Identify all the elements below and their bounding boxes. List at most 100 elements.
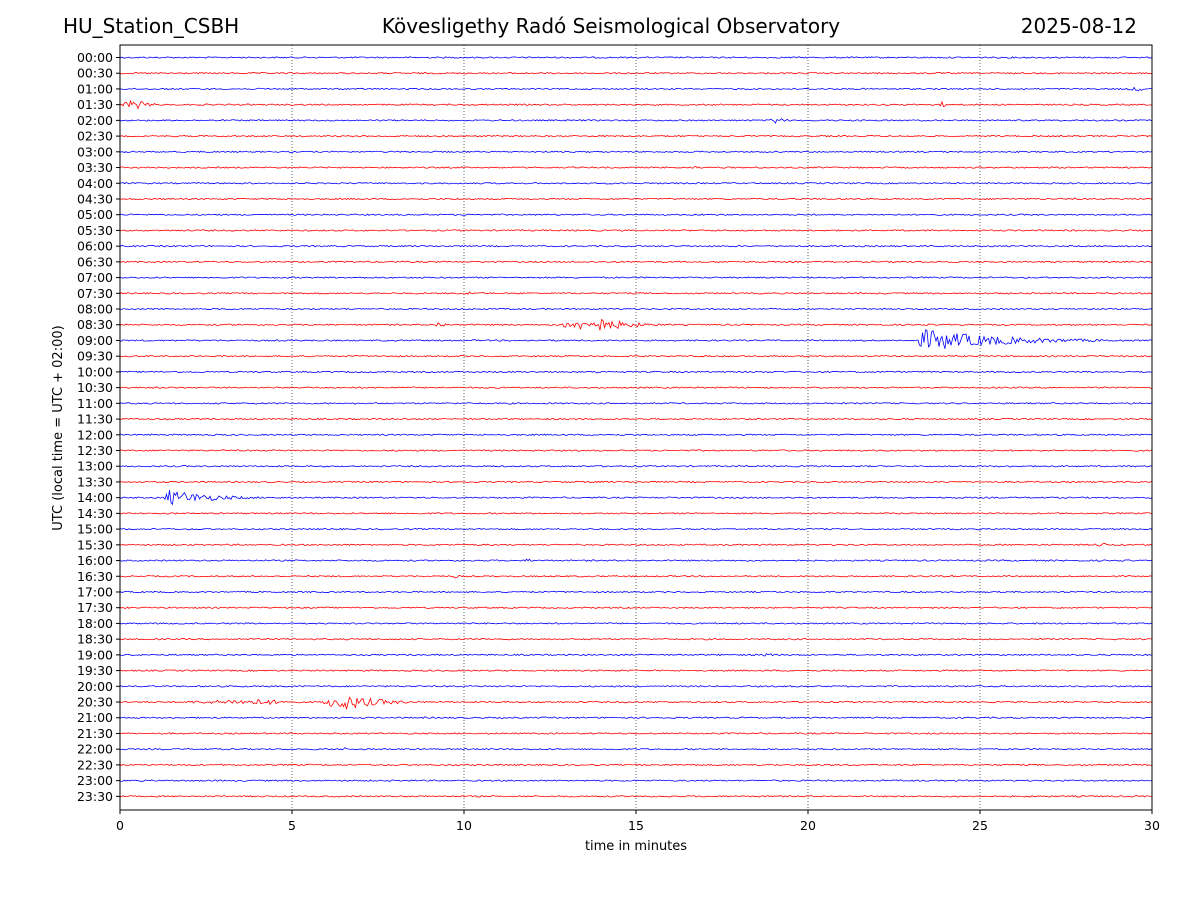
y-tick-label: 07:30	[77, 286, 113, 301]
trace-1300	[119, 464, 1153, 468]
trace-0330	[119, 165, 1153, 169]
trace-0130	[119, 99, 1153, 110]
trace-0230	[119, 134, 1153, 138]
trace-2230	[119, 763, 1153, 767]
chart-title: Kövesligethy Radó Seismological Observat…	[381, 14, 841, 38]
x-tick-label: 30	[1144, 818, 1160, 833]
trace-0000	[119, 56, 1153, 59]
trace-1930	[119, 669, 1153, 672]
y-axis-ticks: 00:0000:3001:0001:3002:0002:3003:0003:30…	[77, 50, 120, 804]
y-tick-label: 00:00	[77, 50, 113, 65]
y-tick-label: 04:30	[77, 191, 113, 206]
y-tick-label: 03:00	[77, 144, 113, 159]
trace-2130	[119, 732, 1153, 735]
x-tick-label: 15	[628, 818, 644, 833]
y-tick-label: 23:30	[77, 789, 113, 804]
trace-0530	[119, 229, 1153, 232]
trace-1200	[119, 433, 1153, 436]
y-tick-label: 13:00	[77, 459, 113, 474]
trace-1100	[119, 402, 1153, 405]
trace-0100	[119, 86, 1153, 92]
trace-1400	[119, 490, 1153, 506]
y-tick-label: 03:30	[77, 160, 113, 175]
y-tick-label: 08:30	[77, 317, 113, 332]
grid-lines	[291, 45, 981, 810]
y-tick-label: 09:30	[77, 349, 113, 364]
trace-2000	[119, 685, 1153, 688]
x-axis-ticks: 0 5 10 15 20 25 30	[116, 810, 1160, 833]
x-tick-label: 25	[972, 818, 988, 833]
trace-0900	[119, 329, 1153, 349]
trace-2200	[119, 747, 1153, 751]
y-tick-label: 22:00	[77, 742, 113, 757]
chart-date: 2025-08-12	[1020, 14, 1137, 38]
trace-1530	[119, 543, 1153, 547]
trace-0400	[119, 182, 1153, 185]
x-tick-label: 10	[456, 818, 472, 833]
trace-2300	[119, 779, 1153, 782]
y-tick-label: 02:00	[77, 113, 113, 128]
trace-1900	[119, 652, 1153, 657]
trace-1500	[119, 527, 1153, 531]
trace-0930	[119, 354, 1153, 358]
y-tick-label: 22:30	[77, 757, 113, 772]
y-tick-label: 19:30	[77, 663, 113, 678]
seismogram-traces	[119, 56, 1153, 798]
trace-0730	[119, 291, 1153, 295]
trace-1630	[119, 575, 1153, 579]
y-tick-label: 16:30	[77, 569, 113, 584]
trace-2330	[119, 795, 1153, 798]
y-tick-label: 06:00	[77, 239, 113, 254]
trace-1730	[119, 606, 1153, 609]
x-tick-label: 5	[288, 818, 296, 833]
y-tick-label: 23:00	[77, 773, 113, 788]
trace-1330	[119, 480, 1153, 484]
trace-2030	[119, 696, 1153, 710]
y-tick-label: 15:00	[77, 522, 113, 537]
trace-1600	[119, 558, 1153, 562]
y-tick-label: 15:30	[77, 537, 113, 552]
y-tick-label: 17:30	[77, 600, 113, 615]
trace-0800	[119, 307, 1153, 311]
y-tick-label: 11:00	[77, 396, 113, 411]
y-tick-label: 17:00	[77, 584, 113, 599]
trace-1230	[119, 449, 1153, 452]
trace-2100	[119, 716, 1153, 719]
y-tick-label: 18:00	[77, 616, 113, 631]
y-tick-label: 04:00	[77, 176, 113, 191]
y-tick-label: 14:00	[77, 490, 113, 505]
y-tick-label: 05:30	[77, 223, 113, 238]
y-tick-label: 05:00	[77, 207, 113, 222]
trace-1000	[119, 370, 1153, 374]
y-tick-label: 14:30	[77, 506, 113, 521]
station-name: HU_Station_CSBH	[63, 14, 240, 38]
y-tick-label: 19:00	[77, 647, 113, 662]
y-tick-label: 18:30	[77, 632, 113, 647]
y-tick-label: 20:30	[77, 695, 113, 710]
trace-0630	[119, 260, 1153, 264]
trace-0500	[119, 213, 1153, 216]
y-tick-label: 06:30	[77, 254, 113, 269]
y-tick-label: 12:00	[77, 427, 113, 442]
y-tick-label: 20:00	[77, 679, 113, 694]
y-axis-label: UTC (local time = UTC + 02:00)	[51, 325, 66, 530]
y-tick-label: 07:00	[77, 270, 113, 285]
y-tick-label: 16:00	[77, 553, 113, 568]
trace-1830	[119, 637, 1153, 641]
y-tick-label: 09:00	[77, 333, 113, 348]
trace-0430	[119, 197, 1153, 201]
y-tick-label: 21:30	[77, 726, 113, 741]
y-tick-label: 01:00	[77, 81, 113, 96]
trace-1130	[119, 417, 1153, 421]
trace-1430	[119, 512, 1153, 515]
trace-1800	[119, 622, 1153, 625]
trace-0830	[119, 318, 1153, 331]
y-tick-label: 10:00	[77, 364, 113, 379]
trace-1030	[119, 386, 1153, 389]
trace-0300	[119, 150, 1153, 154]
trace-0600	[119, 244, 1153, 248]
x-tick-label: 0	[116, 818, 124, 833]
trace-0700	[119, 276, 1153, 279]
trace-1700	[119, 590, 1153, 594]
